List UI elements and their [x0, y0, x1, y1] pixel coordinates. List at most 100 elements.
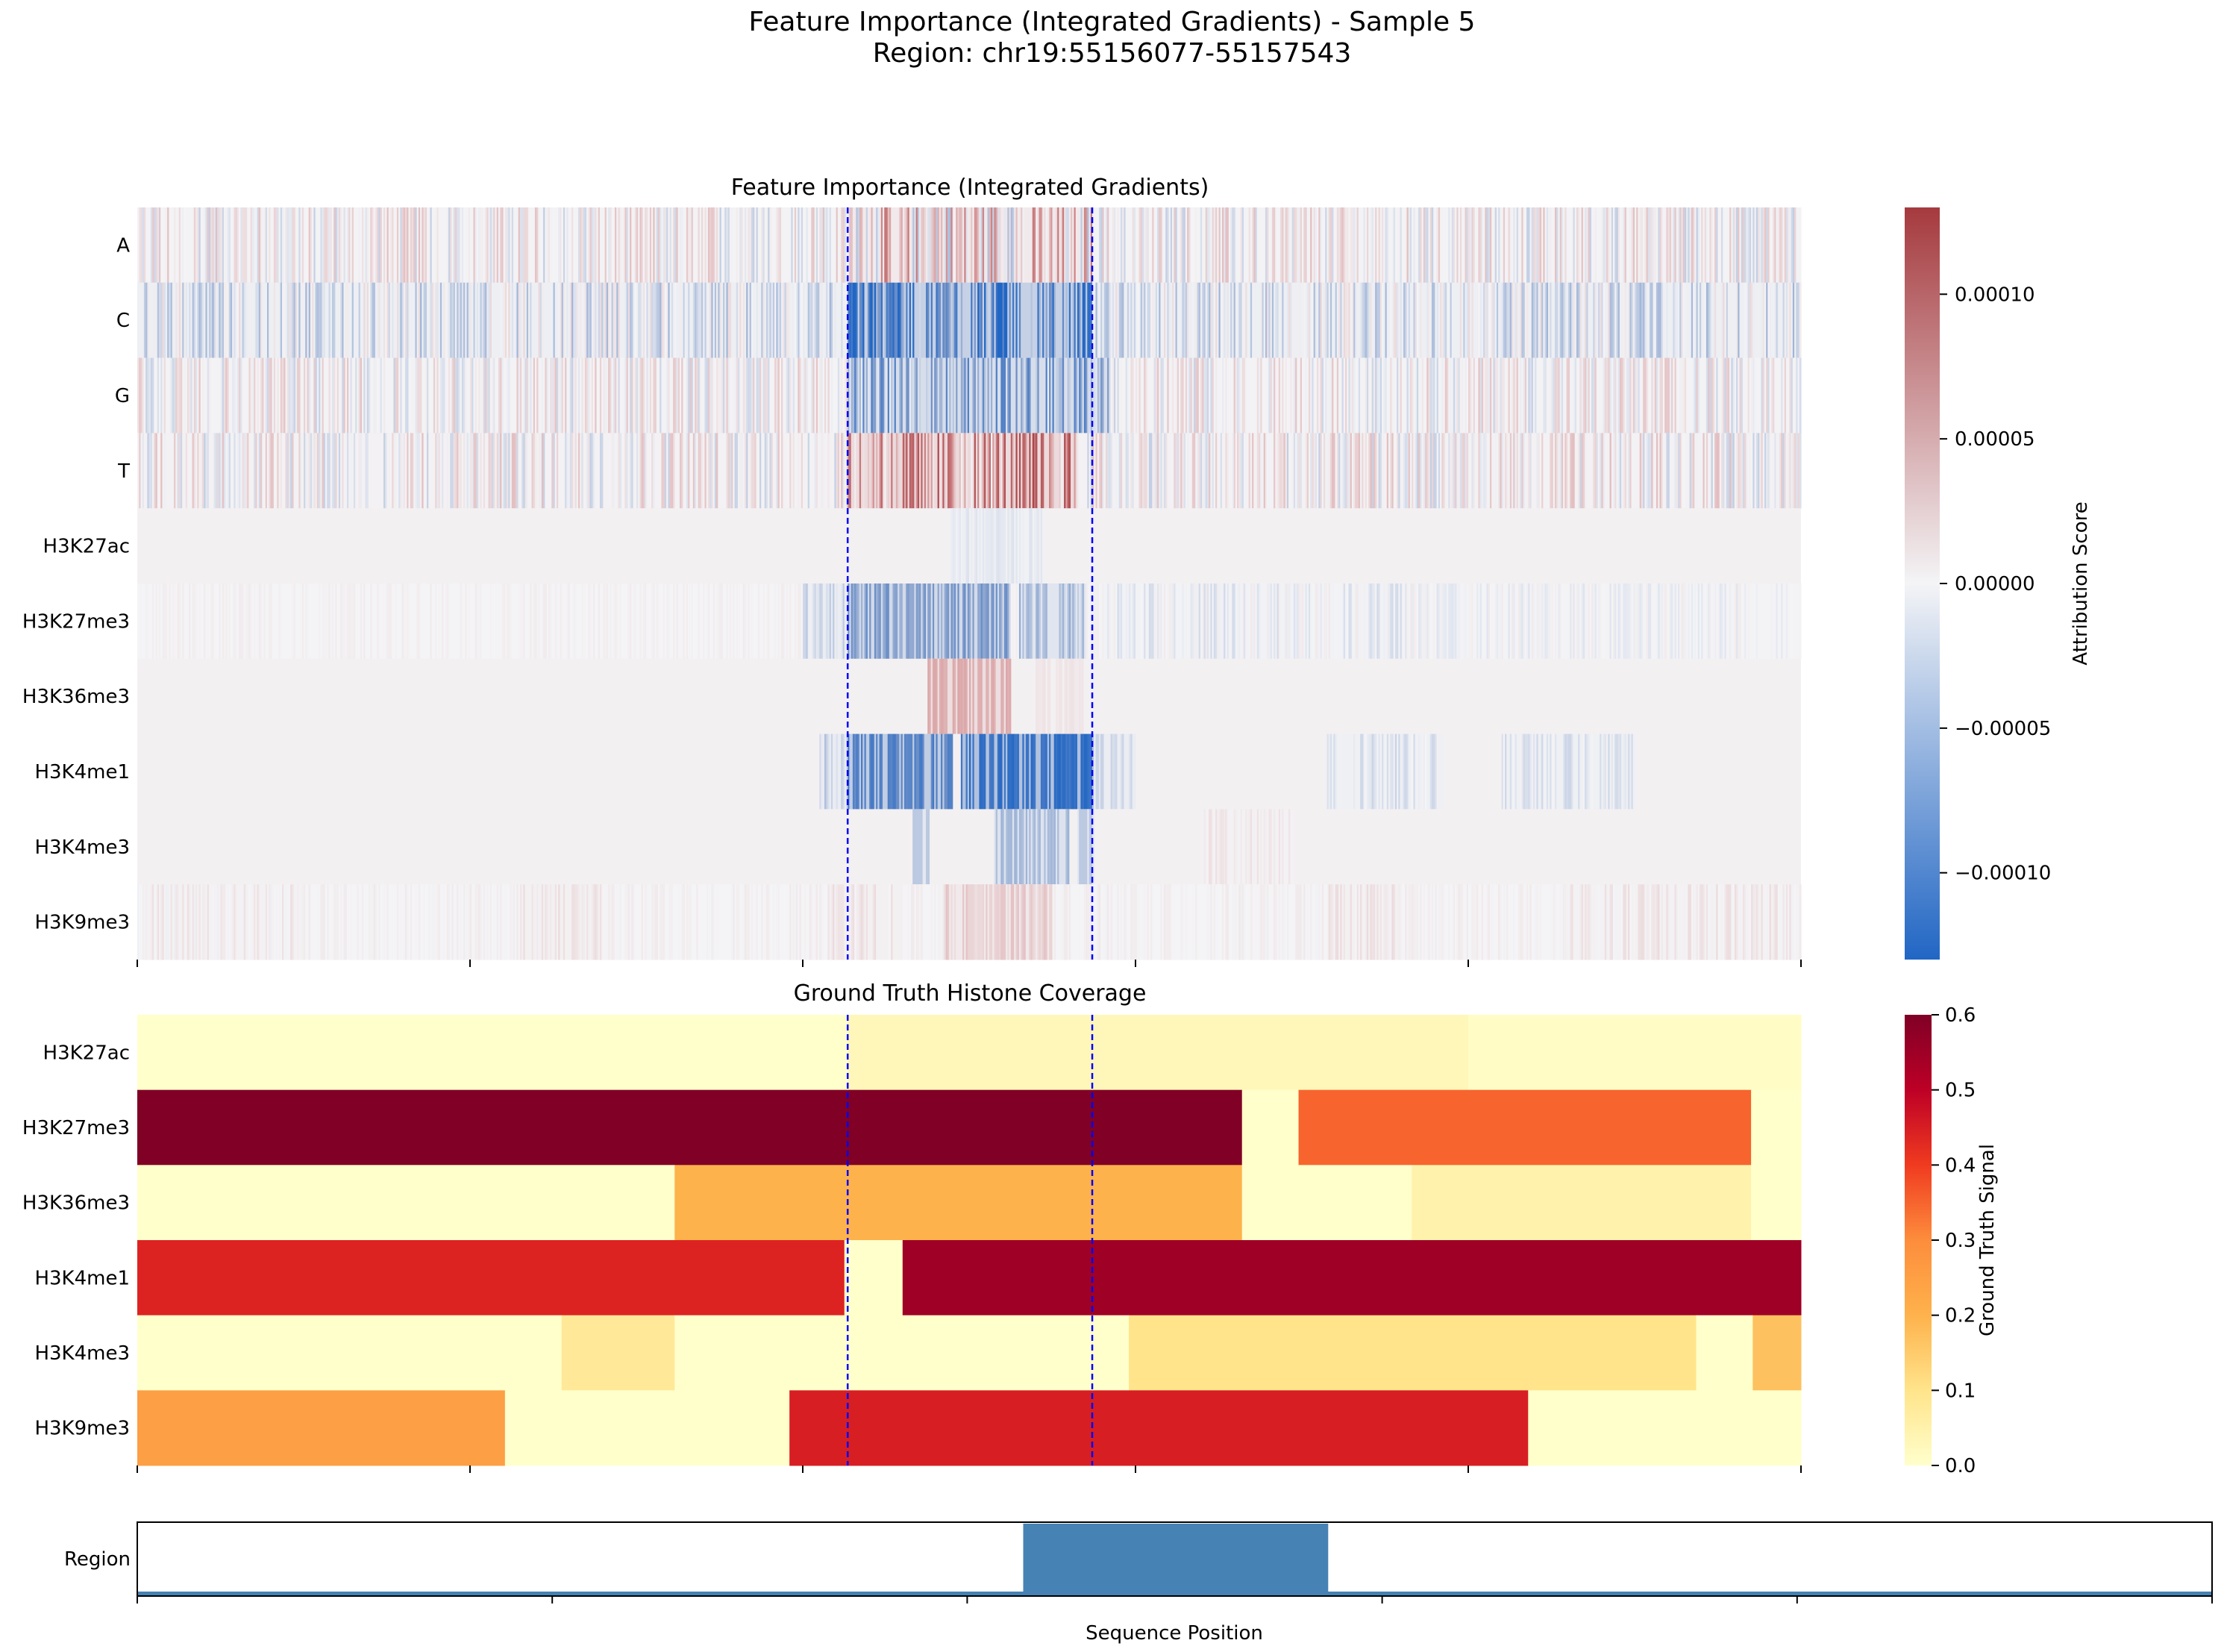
- attribution-cell: [1684, 357, 1687, 434]
- attribution-cell: [198, 583, 201, 660]
- attribution-cell: [1247, 583, 1250, 660]
- attribution-cell: [1326, 357, 1329, 434]
- attribution-cell: [458, 357, 461, 434]
- attribution-cell: [439, 433, 442, 509]
- attribution-cell: [1312, 583, 1315, 660]
- attribution-cell: [322, 207, 325, 284]
- attribution-cell: [1453, 282, 1456, 359]
- attribution-cell: [351, 583, 354, 660]
- attribution-cell: [470, 583, 472, 660]
- attribution-cell: [844, 583, 847, 660]
- attribution-cell: [999, 357, 1001, 434]
- attribution-cell: [886, 207, 889, 284]
- attribution-cell: [1310, 282, 1312, 359]
- attribution-cell: [389, 583, 392, 660]
- attribution-cell: [1060, 357, 1063, 434]
- attribution-cell: [336, 282, 339, 359]
- attribution-cell: [1717, 282, 1720, 359]
- attribution-cell: [756, 357, 759, 434]
- attribution-cell: [473, 583, 476, 660]
- attribution-cell: [1526, 282, 1529, 359]
- attribution-cell: [980, 508, 983, 584]
- attribution-cell: [273, 282, 276, 359]
- attribution-cell: [746, 583, 749, 660]
- attribution-cell: [1385, 583, 1388, 660]
- attribution-cell: [1087, 433, 1090, 509]
- attribution-cell: [1198, 207, 1201, 284]
- attribution-cell: [381, 433, 384, 509]
- attribution-cell: [1209, 433, 1211, 509]
- attribution-cell: [1600, 433, 1602, 509]
- attribution-cell: [325, 433, 328, 509]
- attribution-cell: [445, 207, 448, 284]
- attribution-cell: [1328, 207, 1331, 284]
- attribution-cell: [308, 207, 311, 284]
- attribution-cell: [1305, 357, 1308, 434]
- attribution-cell: [388, 207, 391, 284]
- attribution-cell: [1503, 583, 1506, 660]
- attribution-cell: [967, 508, 970, 584]
- attribution-cell: [1606, 433, 1609, 509]
- attribution-cell: [534, 583, 537, 660]
- attribution-cell: [1247, 207, 1250, 284]
- attribution-cell: [830, 357, 833, 434]
- attribution-cell: [373, 357, 376, 434]
- attribution-cell: [1438, 433, 1441, 509]
- attribution-cell: [771, 357, 774, 434]
- attribution-cell: [187, 207, 189, 284]
- attribution-cell: [411, 433, 414, 509]
- attribution-cell: [1408, 583, 1411, 660]
- attribution-cell: [962, 207, 965, 284]
- attribution-cell: [393, 433, 396, 509]
- attribution-cell: [1112, 583, 1115, 660]
- attribution-cell: [1593, 207, 1596, 284]
- attribution-cell: [1644, 357, 1647, 434]
- attribution-cell: [1122, 433, 1124, 509]
- attribution-cell: [205, 357, 208, 434]
- attribution-cell: [234, 357, 237, 434]
- attribution-cell: [1650, 207, 1652, 284]
- attribution-cell: [448, 207, 451, 284]
- attribution-cell: [1015, 508, 1018, 584]
- attribution-cell: [1548, 207, 1550, 284]
- attribution-cell: [977, 583, 980, 660]
- attribution-cell: [1213, 583, 1216, 660]
- attribution-cell: [807, 207, 810, 284]
- attribution-cell: [688, 583, 690, 660]
- attribution-cell: [1348, 282, 1351, 359]
- attribution-cell: [588, 282, 591, 359]
- attribution-cell: [443, 207, 446, 284]
- attribution-cell: [1072, 583, 1075, 660]
- attribution-cell: [1338, 282, 1341, 359]
- attribution-cell: [1283, 357, 1286, 434]
- attribution-cell: [1221, 207, 1224, 284]
- attribution-cell: [1368, 282, 1371, 359]
- attribution-cell: [712, 207, 715, 284]
- attribution-cell: [749, 433, 752, 509]
- attribution-cell: [1007, 508, 1010, 584]
- attribution-cell: [1536, 282, 1539, 359]
- attribution-cell: [589, 282, 592, 359]
- attribution-cell: [1489, 357, 1492, 434]
- attribution-cell: [470, 282, 472, 359]
- attribution-cell: [692, 357, 695, 434]
- attribution-cell: [1589, 357, 1592, 434]
- attribution-cell: [255, 583, 258, 660]
- attribution-cell: [348, 282, 351, 359]
- attribution-cell: [358, 433, 361, 509]
- attribution-cell: [1415, 583, 1418, 660]
- attribution-cell: [541, 433, 544, 509]
- attribution-cell: [551, 357, 554, 434]
- attribution-cell: [791, 583, 794, 660]
- attribution-cell: [1386, 282, 1389, 359]
- attribution-cell: [1409, 433, 1412, 509]
- attribution-cell: [1632, 282, 1635, 359]
- attribution-cell: [746, 433, 749, 509]
- attribution-cell: [862, 583, 865, 660]
- attribution-cell: [1554, 583, 1557, 660]
- attribution-cell: [1608, 357, 1611, 434]
- attribution-cell: [363, 583, 366, 660]
- attribution-cell: [952, 583, 955, 660]
- attribution-cell: [774, 583, 777, 660]
- attribution-cell: [711, 583, 714, 660]
